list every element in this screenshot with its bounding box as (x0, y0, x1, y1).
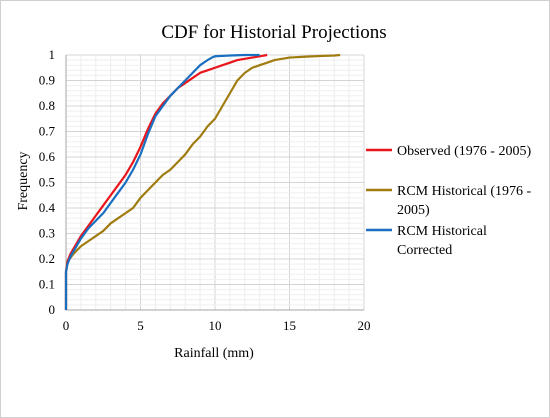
legend-item-3: RCM Historical Corrected (366, 224, 487, 258)
series-line-2 (64, 53, 341, 310)
legend-label: RCM Historical (397, 224, 487, 239)
x-tick-label: 20 (358, 318, 371, 333)
y-tick-labels: 0 0.1 0.2 0.3 0.4 0.5 0.6 0.7 0.8 0.9 1 (39, 47, 56, 317)
legend-label: Observed (1976 - 2005) (397, 144, 531, 159)
legend-label: RCM Historical (1976 - (397, 184, 531, 199)
x-tick-label: 10 (209, 318, 222, 333)
series-line-3 (64, 53, 260, 310)
x-tick-label: 15 (283, 318, 296, 333)
x-tick-label: 0 (63, 318, 70, 333)
y-tick-label: 0.3 (39, 226, 55, 241)
y-tick-label: 0.5 (39, 175, 55, 190)
series-line-1 (64, 53, 268, 310)
legend-item-1: Observed (1976 - 2005) (366, 144, 531, 159)
y-tick-label: 0.1 (39, 277, 55, 292)
x-tick-label: 5 (137, 318, 144, 333)
legend: Observed (1976 - 2005) RCM Historical (19… (366, 144, 531, 258)
legend-label: Corrected (397, 243, 452, 258)
x-tick-labels: 0 5 10 15 20 (63, 318, 371, 333)
y-tick-label: 0.2 (39, 251, 55, 266)
y-axis-label: Frequency (16, 151, 31, 210)
x-axis-label: Rainfall (mm) (174, 346, 254, 361)
y-tick-label: 0.7 (39, 124, 56, 139)
series-lines (64, 53, 341, 310)
legend-item-2: RCM Historical (1976 - 2005) (366, 184, 531, 218)
legend-label: 2005) (397, 203, 430, 218)
y-tick-label: 1 (49, 47, 56, 62)
chart-title: CDF for Historial Projections (161, 22, 386, 43)
y-tick-label: 0.9 (39, 73, 55, 88)
y-tick-label: 0 (49, 302, 56, 317)
grid-lines (65, 54, 365, 311)
y-tick-label: 0.8 (39, 98, 55, 113)
y-tick-label: 0.6 (39, 149, 56, 164)
y-tick-label: 0.4 (39, 200, 56, 215)
